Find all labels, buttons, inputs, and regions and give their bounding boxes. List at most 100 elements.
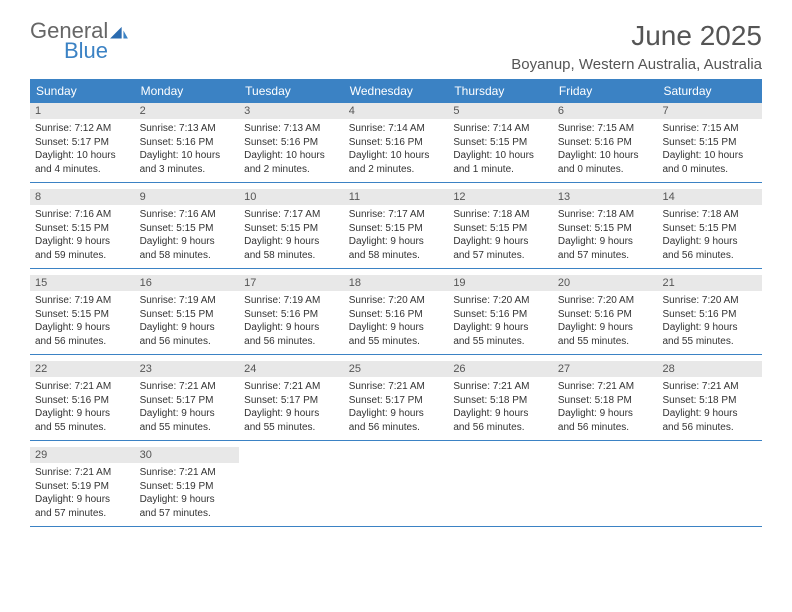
sunrise-text: Sunrise: 7:20 AM	[662, 294, 757, 308]
daylight-text-1: Daylight: 9 hours	[244, 321, 339, 335]
day-number: 12	[448, 189, 553, 205]
day-body: Sunrise: 7:19 AMSunset: 5:15 PMDaylight:…	[30, 291, 135, 354]
day-cell: 18Sunrise: 7:20 AMSunset: 5:16 PMDayligh…	[344, 275, 449, 354]
daylight-text-1: Daylight: 9 hours	[35, 407, 130, 421]
day-cell	[239, 447, 344, 526]
day-cell: 28Sunrise: 7:21 AMSunset: 5:18 PMDayligh…	[657, 361, 762, 440]
sunset-text: Sunset: 5:17 PM	[244, 394, 339, 408]
day-body: Sunrise: 7:21 AMSunset: 5:17 PMDaylight:…	[344, 377, 449, 440]
day-number: 13	[553, 189, 658, 205]
day-number: 4	[344, 103, 449, 119]
day-body: Sunrise: 7:21 AMSunset: 5:19 PMDaylight:…	[30, 463, 135, 526]
day-body: Sunrise: 7:12 AMSunset: 5:17 PMDaylight:…	[30, 119, 135, 182]
day-cell: 2Sunrise: 7:13 AMSunset: 5:16 PMDaylight…	[135, 103, 240, 182]
day-number: 27	[553, 361, 658, 377]
day-cell: 11Sunrise: 7:17 AMSunset: 5:15 PMDayligh…	[344, 189, 449, 268]
daylight-text-2: and 55 minutes.	[453, 335, 548, 349]
day-number: 24	[239, 361, 344, 377]
sunrise-text: Sunrise: 7:21 AM	[35, 380, 130, 394]
day-number: 20	[553, 275, 658, 291]
daylight-text-1: Daylight: 9 hours	[140, 407, 235, 421]
weekday-header: Tuesday	[239, 79, 344, 103]
daylight-text-1: Daylight: 9 hours	[35, 235, 130, 249]
daylight-text-1: Daylight: 10 hours	[662, 149, 757, 163]
day-number: 26	[448, 361, 553, 377]
day-number: 19	[448, 275, 553, 291]
sunset-text: Sunset: 5:16 PM	[558, 308, 653, 322]
weekday-header: Monday	[135, 79, 240, 103]
sunrise-text: Sunrise: 7:17 AM	[244, 208, 339, 222]
day-number: 28	[657, 361, 762, 377]
daylight-text-2: and 55 minutes.	[244, 421, 339, 435]
daylight-text-1: Daylight: 10 hours	[558, 149, 653, 163]
day-body: Sunrise: 7:17 AMSunset: 5:15 PMDaylight:…	[239, 205, 344, 268]
daylight-text-1: Daylight: 9 hours	[453, 407, 548, 421]
day-number: 2	[135, 103, 240, 119]
sunrise-text: Sunrise: 7:13 AM	[140, 122, 235, 136]
sunrise-text: Sunrise: 7:16 AM	[140, 208, 235, 222]
sunset-text: Sunset: 5:16 PM	[349, 136, 444, 150]
daylight-text-2: and 56 minutes.	[35, 335, 130, 349]
daylight-text-1: Daylight: 10 hours	[244, 149, 339, 163]
day-cell: 3Sunrise: 7:13 AMSunset: 5:16 PMDaylight…	[239, 103, 344, 182]
daylight-text-1: Daylight: 10 hours	[349, 149, 444, 163]
week-row: 8Sunrise: 7:16 AMSunset: 5:15 PMDaylight…	[30, 189, 762, 269]
day-body: Sunrise: 7:18 AMSunset: 5:15 PMDaylight:…	[448, 205, 553, 268]
sunrise-text: Sunrise: 7:20 AM	[558, 294, 653, 308]
day-cell: 5Sunrise: 7:14 AMSunset: 5:15 PMDaylight…	[448, 103, 553, 182]
sunset-text: Sunset: 5:17 PM	[35, 136, 130, 150]
day-body: Sunrise: 7:18 AMSunset: 5:15 PMDaylight:…	[657, 205, 762, 268]
calendar: SundayMondayTuesdayWednesdayThursdayFrid…	[30, 79, 762, 527]
day-cell: 16Sunrise: 7:19 AMSunset: 5:15 PMDayligh…	[135, 275, 240, 354]
sunrise-text: Sunrise: 7:15 AM	[662, 122, 757, 136]
day-body: Sunrise: 7:21 AMSunset: 5:18 PMDaylight:…	[448, 377, 553, 440]
day-cell: 22Sunrise: 7:21 AMSunset: 5:16 PMDayligh…	[30, 361, 135, 440]
sunrise-text: Sunrise: 7:21 AM	[140, 380, 235, 394]
daylight-text-2: and 59 minutes.	[35, 249, 130, 263]
day-number: 9	[135, 189, 240, 205]
daylight-text-1: Daylight: 9 hours	[453, 321, 548, 335]
day-number: 16	[135, 275, 240, 291]
sunset-text: Sunset: 5:16 PM	[453, 308, 548, 322]
day-cell: 12Sunrise: 7:18 AMSunset: 5:15 PMDayligh…	[448, 189, 553, 268]
day-number: 6	[553, 103, 658, 119]
day-body: Sunrise: 7:17 AMSunset: 5:15 PMDaylight:…	[344, 205, 449, 268]
sunrise-text: Sunrise: 7:19 AM	[35, 294, 130, 308]
daylight-text-1: Daylight: 9 hours	[558, 407, 653, 421]
daylight-text-2: and 57 minutes.	[140, 507, 235, 521]
daylight-text-1: Daylight: 10 hours	[35, 149, 130, 163]
day-body: Sunrise: 7:20 AMSunset: 5:16 PMDaylight:…	[657, 291, 762, 354]
day-body: Sunrise: 7:18 AMSunset: 5:15 PMDaylight:…	[553, 205, 658, 268]
sunrise-text: Sunrise: 7:14 AM	[349, 122, 444, 136]
sunrise-text: Sunrise: 7:18 AM	[453, 208, 548, 222]
sunrise-text: Sunrise: 7:19 AM	[140, 294, 235, 308]
sunset-text: Sunset: 5:15 PM	[35, 222, 130, 236]
day-number: 11	[344, 189, 449, 205]
day-body: Sunrise: 7:20 AMSunset: 5:16 PMDaylight:…	[553, 291, 658, 354]
day-cell: 30Sunrise: 7:21 AMSunset: 5:19 PMDayligh…	[135, 447, 240, 526]
sunset-text: Sunset: 5:19 PM	[140, 480, 235, 494]
daylight-text-2: and 0 minutes.	[558, 163, 653, 177]
day-cell: 27Sunrise: 7:21 AMSunset: 5:18 PMDayligh…	[553, 361, 658, 440]
daylight-text-1: Daylight: 10 hours	[453, 149, 548, 163]
day-body: Sunrise: 7:19 AMSunset: 5:15 PMDaylight:…	[135, 291, 240, 354]
day-body: Sunrise: 7:21 AMSunset: 5:17 PMDaylight:…	[135, 377, 240, 440]
sunrise-text: Sunrise: 7:14 AM	[453, 122, 548, 136]
day-cell: 17Sunrise: 7:19 AMSunset: 5:16 PMDayligh…	[239, 275, 344, 354]
day-number: 21	[657, 275, 762, 291]
day-cell: 29Sunrise: 7:21 AMSunset: 5:19 PMDayligh…	[30, 447, 135, 526]
sunrise-text: Sunrise: 7:12 AM	[35, 122, 130, 136]
daylight-text-2: and 56 minutes.	[244, 335, 339, 349]
daylight-text-2: and 0 minutes.	[662, 163, 757, 177]
day-body: Sunrise: 7:20 AMSunset: 5:16 PMDaylight:…	[344, 291, 449, 354]
weekday-header: Saturday	[657, 79, 762, 103]
day-body: Sunrise: 7:21 AMSunset: 5:18 PMDaylight:…	[553, 377, 658, 440]
daylight-text-1: Daylight: 9 hours	[349, 321, 444, 335]
day-body: Sunrise: 7:21 AMSunset: 5:19 PMDaylight:…	[135, 463, 240, 526]
day-cell	[448, 447, 553, 526]
day-body: Sunrise: 7:13 AMSunset: 5:16 PMDaylight:…	[135, 119, 240, 182]
day-number: 25	[344, 361, 449, 377]
daylight-text-2: and 3 minutes.	[140, 163, 235, 177]
daylight-text-1: Daylight: 9 hours	[244, 407, 339, 421]
daylight-text-2: and 57 minutes.	[558, 249, 653, 263]
